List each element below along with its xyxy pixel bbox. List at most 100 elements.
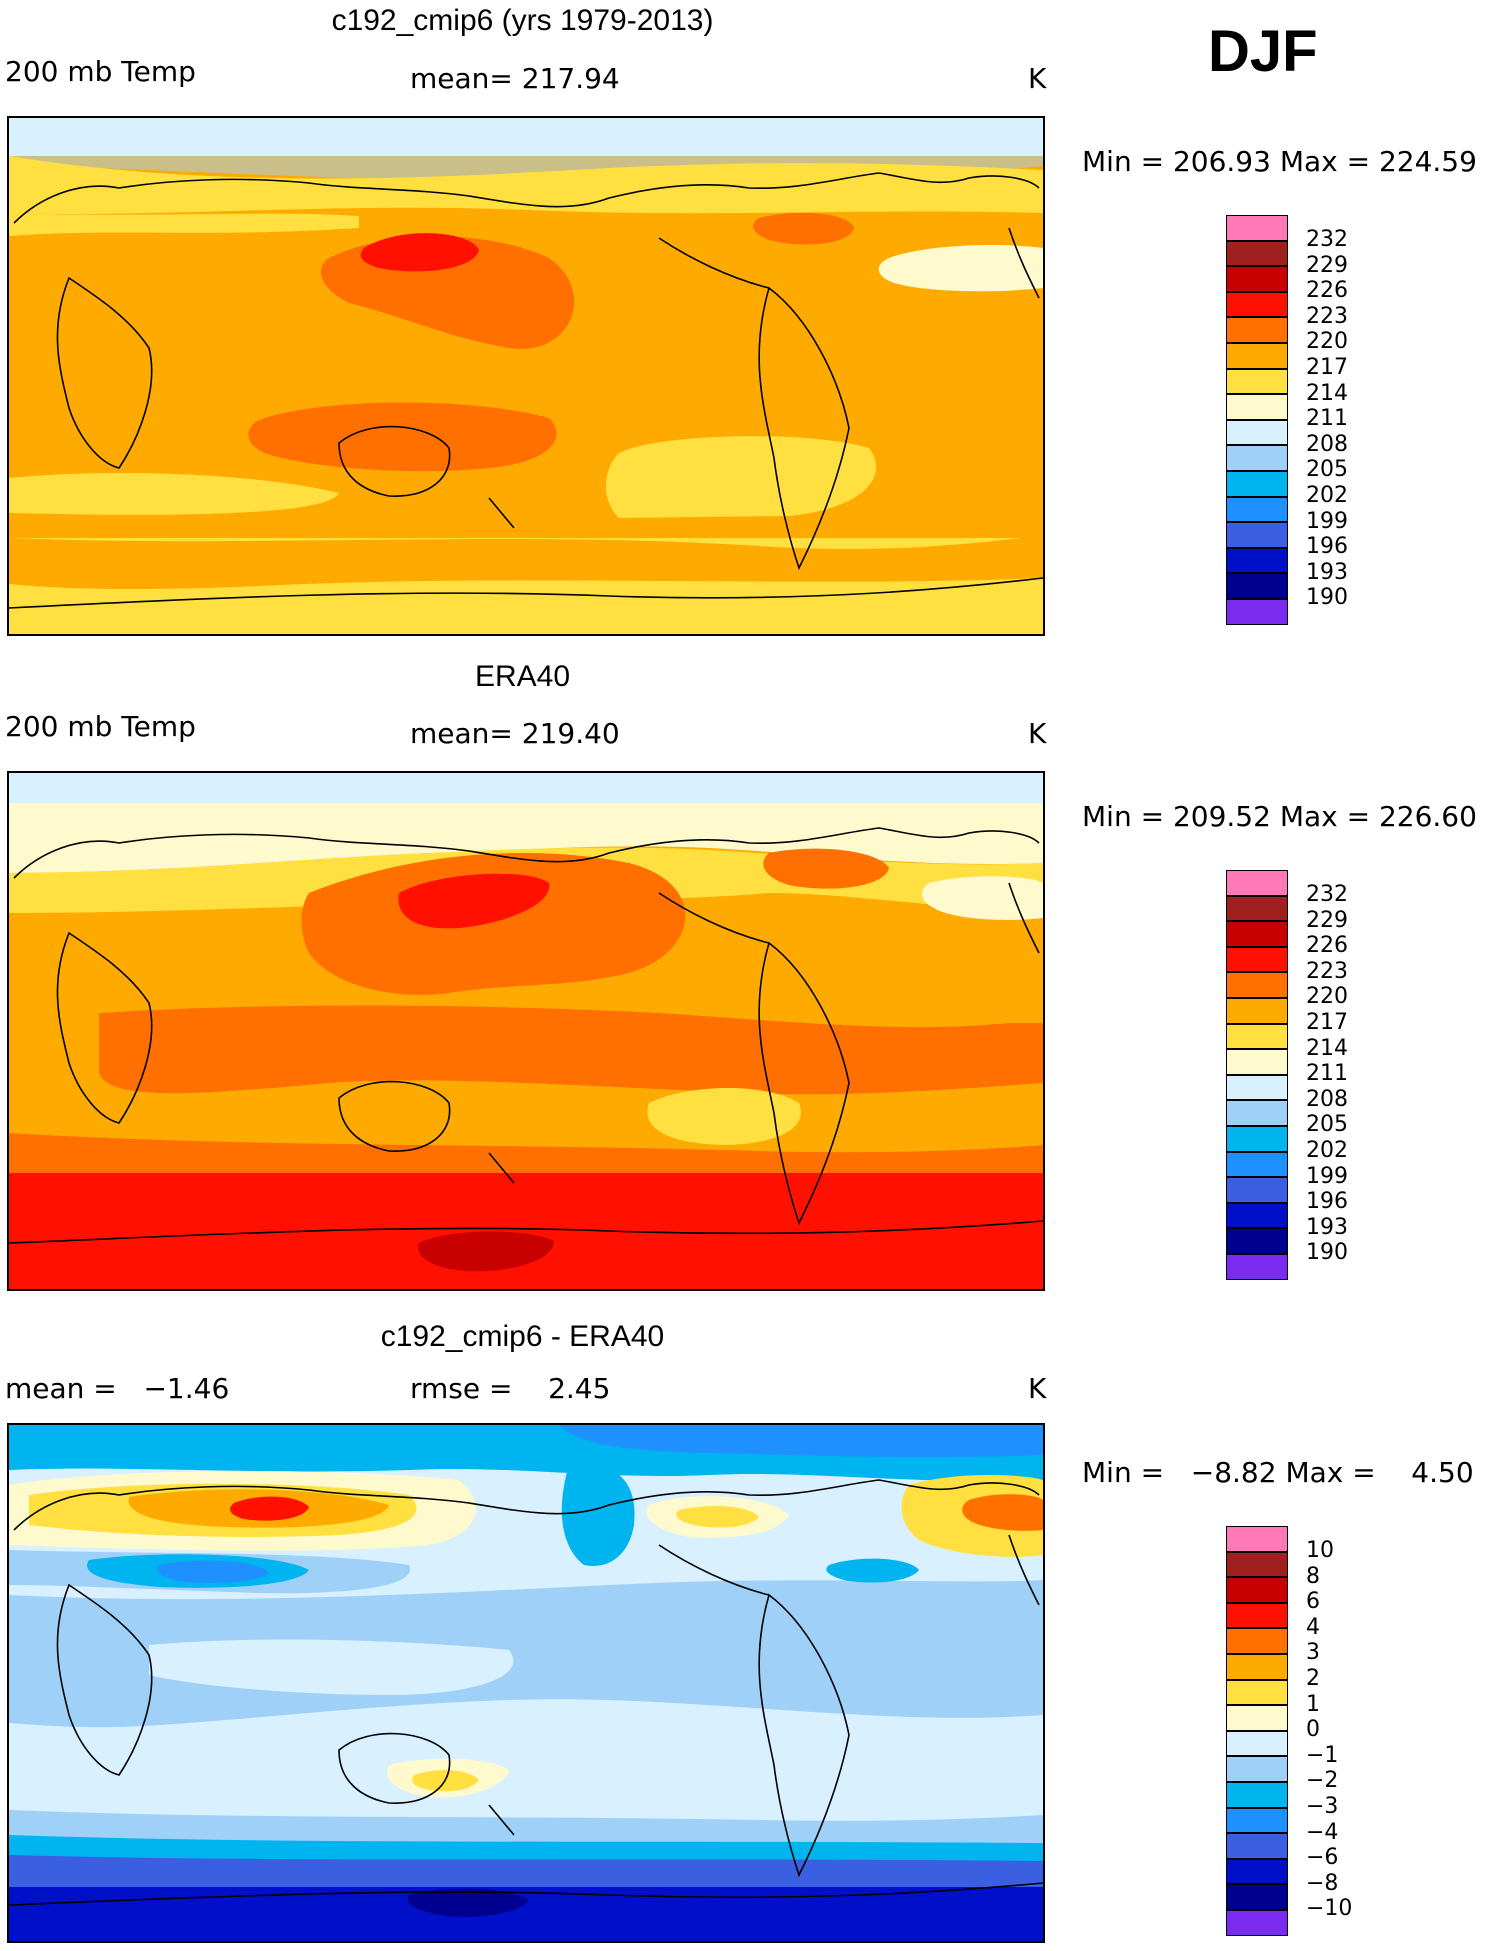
- colorbar-label: 208: [1306, 431, 1348, 457]
- colorbar-box: [1226, 599, 1288, 625]
- colorbar-label: 214: [1306, 380, 1348, 406]
- colorbar-label: 199: [1306, 508, 1348, 534]
- temperature-map: [7, 771, 1045, 1291]
- panel-title: c192_cmip6 - ERA40: [380, 1320, 665, 1353]
- colorbar-label: 6: [1306, 1589, 1320, 1615]
- arctic-deep: [559, 1425, 1043, 1458]
- colorbar-box: [1226, 972, 1288, 998]
- colorbar-box: [1226, 1074, 1288, 1101]
- colorbar-box: [1226, 1551, 1288, 1578]
- colorbar-box: [1226, 215, 1288, 241]
- rmse-label: rmse = 2.45: [410, 1372, 611, 1405]
- colorbar-label: −4: [1306, 1819, 1339, 1845]
- atlantic-cool: [922, 876, 1043, 920]
- antarctic-hotspot: [418, 1231, 554, 1272]
- colorbar-box: [1226, 573, 1288, 599]
- colorbar-box: [1226, 1202, 1288, 1229]
- continent-outlines: [9, 1479, 1043, 1906]
- colorbar-box: [1226, 1023, 1288, 1050]
- america-pos: [729, 1597, 785, 1631]
- colorbar-label: 1: [1306, 1691, 1320, 1717]
- units-label: K: [1028, 717, 1047, 750]
- colorbar-label: 217: [1306, 355, 1348, 380]
- colorbar-label: 202: [1306, 483, 1348, 508]
- colorbar-label: 229: [1306, 252, 1348, 278]
- continent-outlines: [9, 172, 1043, 609]
- temperature-map: [7, 116, 1045, 636]
- southern-deep: [9, 1855, 1043, 1895]
- tropical-near-zero: [149, 1639, 514, 1695]
- colorbar-label: 208: [1306, 1086, 1348, 1112]
- continent-outlines: [9, 827, 1043, 1244]
- panel-title: ERA40: [474, 660, 571, 693]
- colorbar-box: [1226, 1833, 1288, 1859]
- south-pacific-light: [647, 1088, 801, 1145]
- colorbar-label: 232: [1306, 882, 1348, 907]
- units-label: K: [1028, 62, 1047, 95]
- colorbar-label: 217: [1306, 1010, 1348, 1035]
- colorbar-box: [1226, 946, 1288, 973]
- colorbar-box: [1226, 1782, 1288, 1808]
- colorbar-label: 4: [1306, 1614, 1320, 1640]
- colorbar-box: [1226, 1254, 1288, 1280]
- colorbar-label: −8: [1306, 1870, 1339, 1896]
- colorbar-label: 190: [1306, 1240, 1348, 1266]
- tibet-core: [157, 1560, 269, 1583]
- colorbar-label: 199: [1306, 1163, 1348, 1189]
- mean-diff-label: mean = −1.46: [5, 1372, 230, 1405]
- pacific-negative: [561, 1464, 635, 1566]
- colorbar: 232 229 226 223 220 217 214 211 208 205 …: [1226, 215, 1348, 625]
- colorbar-box: [1226, 1730, 1288, 1757]
- colorbar-label: 205: [1306, 1112, 1348, 1138]
- mean-label: mean= 219.40: [410, 717, 620, 750]
- tropical-warm: [99, 1005, 1043, 1095]
- colorbar: 232 229 226 223 220 217 214 211 208 205 …: [1226, 870, 1348, 1280]
- colorbar-box: [1226, 1756, 1288, 1782]
- colorbar-box: [1226, 1910, 1288, 1936]
- minmax-label: Min = 209.52 Max = 226.60: [1082, 800, 1477, 833]
- south-atlantic-light: [9, 473, 339, 515]
- colorbar-label: 226: [1306, 933, 1348, 959]
- minmax-label: Min = 206.93 Max = 224.59: [1082, 145, 1477, 178]
- polar-band-north: [9, 118, 1043, 156]
- colorbar-box: [1226, 1602, 1288, 1629]
- na-warm: [676, 1505, 759, 1528]
- units-label: K: [1028, 1372, 1047, 1405]
- northern-warm-band: [9, 156, 1043, 214]
- atlantic-cool: [878, 245, 1043, 292]
- colorbar-box: [1226, 870, 1288, 896]
- colorbar-box: [1226, 1577, 1288, 1603]
- colorbar-label: 220: [1306, 329, 1348, 355]
- colorbar-box: [1226, 368, 1288, 395]
- colorbar-label: 190: [1306, 585, 1348, 611]
- colorbar-label: 8: [1306, 1563, 1320, 1589]
- colorbar-label: 226: [1306, 278, 1348, 304]
- colorbar-label: 211: [1306, 406, 1348, 432]
- colorbar-label: 196: [1306, 534, 1348, 560]
- southern-orange: [9, 536, 1043, 590]
- panel-reanalysis: ERA40 200 mb Temp mean= 219.40 K: [0, 655, 1500, 1295]
- colorbar-box: [1226, 1628, 1288, 1654]
- season-label: DJF: [1208, 19, 1318, 84]
- colorbar-box: [1226, 419, 1288, 446]
- minmax-label: Min = −8.82 Max = 4.50: [1082, 1456, 1474, 1489]
- australia-warm: [248, 402, 557, 472]
- colorbar-label: 223: [1306, 303, 1348, 329]
- southern-orange: [9, 1133, 1043, 1173]
- colorbar-label: 223: [1306, 958, 1348, 984]
- north-pale-band: [9, 803, 1043, 873]
- mid-lat-light: [9, 213, 359, 236]
- colorbar-label: 205: [1306, 457, 1348, 483]
- colorbar-label: 3: [1306, 1640, 1320, 1666]
- colorbar-label: 211: [1306, 1061, 1348, 1087]
- colorbar-label: 10: [1306, 1538, 1334, 1563]
- colorbar-box: [1226, 445, 1288, 471]
- difference-map: [7, 1423, 1045, 1943]
- antarctic-negative: [9, 1887, 1043, 1941]
- eurasia-peak: [230, 1496, 309, 1521]
- colorbar-box: [1226, 1884, 1288, 1910]
- colorbar-label: −10: [1306, 1896, 1353, 1922]
- japan-hotspot: [360, 233, 479, 272]
- colorbar-box: [1226, 317, 1288, 343]
- variable-label: 200 mb Temp: [5, 55, 196, 88]
